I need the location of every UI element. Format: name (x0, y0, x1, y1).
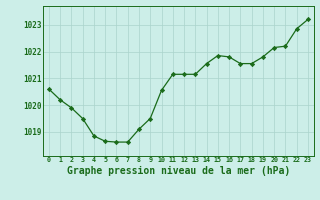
X-axis label: Graphe pression niveau de la mer (hPa): Graphe pression niveau de la mer (hPa) (67, 166, 290, 176)
